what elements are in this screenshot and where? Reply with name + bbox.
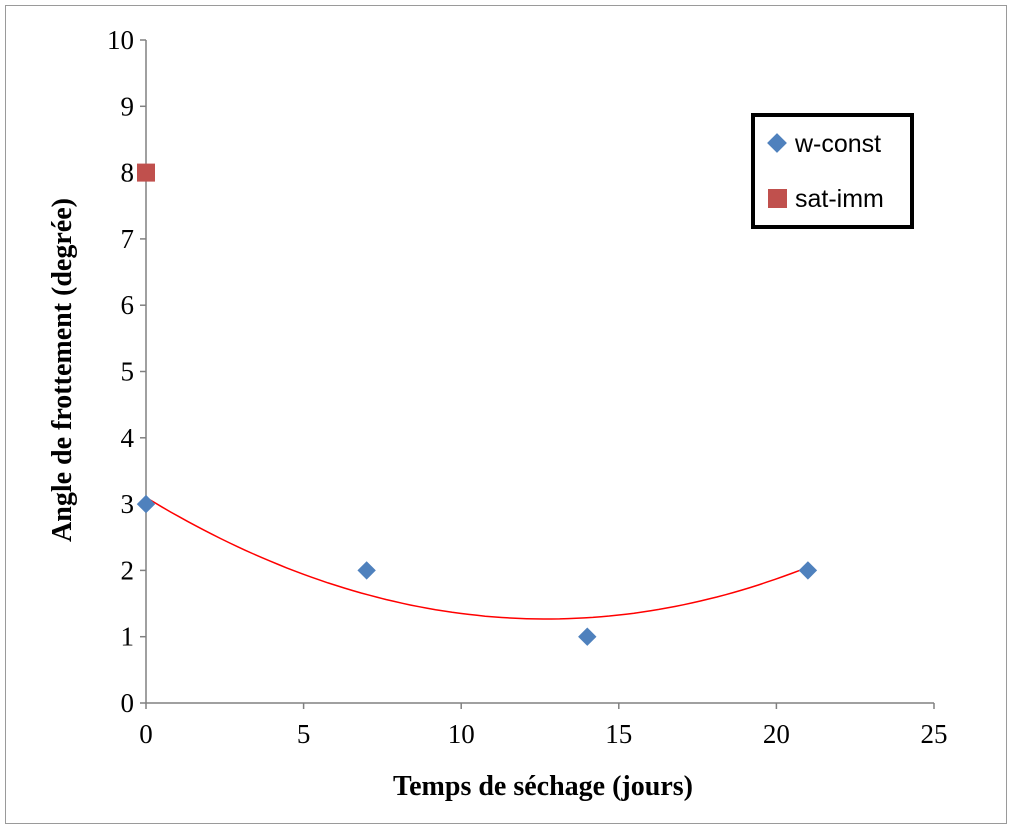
y-axis-title: Angle de frottement (degrée) [47, 198, 78, 542]
data-point-w-const [798, 561, 818, 580]
y-tick-label: 4 [121, 423, 135, 453]
y-tick-label: 6 [121, 290, 135, 320]
y-tick-label: 2 [121, 555, 135, 585]
legend-label-w-const: w-const [794, 130, 881, 158]
data-point-w-const [357, 561, 376, 580]
x-tick-label: 25 [921, 719, 948, 749]
y-tick-label: 8 [121, 158, 135, 188]
trendline [145, 496, 809, 620]
data-point-sat-imm [137, 163, 155, 182]
y-axis-ticks: 0 1 2 3 4 5 6 7 8 9 10 [107, 25, 146, 718]
x-axis-title: Temps de séchage (jours) [393, 771, 693, 802]
y-tick-label: 9 [121, 91, 135, 121]
legend-box [751, 113, 914, 229]
y-tick-label: 10 [107, 25, 134, 55]
y-tick-label: 1 [121, 622, 135, 652]
y-tick-label: 3 [121, 489, 135, 519]
y-tick-label: 5 [121, 357, 135, 387]
y-tick-label: 7 [121, 224, 135, 254]
x-tick-label: 20 [763, 719, 790, 749]
y-tick-label: 0 [121, 688, 135, 718]
legend: w-const sat-imm [751, 113, 914, 229]
x-tick-label: 15 [605, 719, 632, 749]
x-tick-label: 10 [448, 719, 475, 749]
legend-marker-sat-imm [768, 189, 787, 208]
x-axis-ticks: 0 5 10 15 20 25 [139, 703, 948, 749]
data-points [136, 163, 818, 646]
data-point-w-const [136, 494, 156, 514]
x-tick-label: 0 [139, 719, 153, 749]
legend-label-sat-imm: sat-imm [795, 185, 884, 213]
x-tick-label: 5 [297, 719, 311, 749]
data-point-w-const [578, 627, 597, 646]
